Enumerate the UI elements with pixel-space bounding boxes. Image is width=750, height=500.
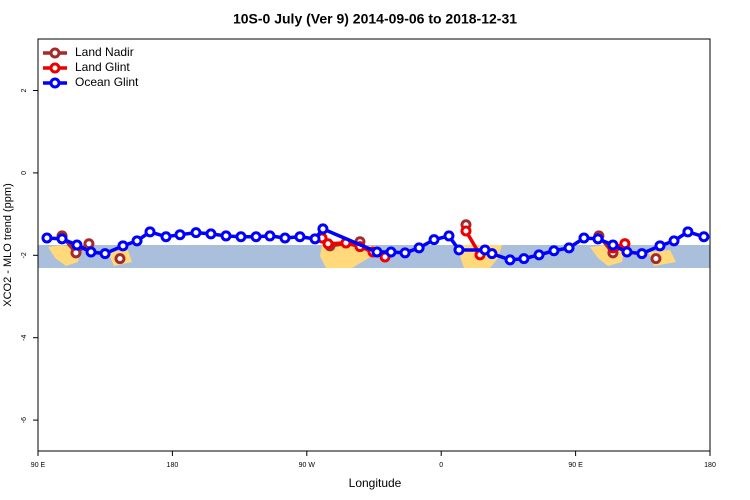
data-point xyxy=(453,244,465,256)
data-point xyxy=(144,226,156,238)
data-point xyxy=(578,232,590,244)
data-point xyxy=(460,225,472,237)
data-point xyxy=(518,253,530,265)
data-point xyxy=(621,246,633,258)
legend-marker xyxy=(49,77,61,89)
legend-label: Land Nadir xyxy=(75,45,134,59)
data-point xyxy=(548,245,560,257)
x-axis-label: Longitude xyxy=(349,476,402,490)
data-point xyxy=(309,233,321,245)
data-point xyxy=(533,249,545,261)
x-tick-label: 0 xyxy=(439,462,443,469)
data-point xyxy=(131,235,143,247)
data-point xyxy=(682,226,694,238)
data-point xyxy=(428,234,440,246)
data-point xyxy=(607,239,619,251)
data-point xyxy=(636,248,648,260)
legend-marker xyxy=(49,62,61,74)
data-point xyxy=(205,228,217,240)
y-tick-label: 2 xyxy=(21,88,28,92)
data-point xyxy=(399,247,411,259)
data-point xyxy=(504,254,516,266)
x-tick-label: 90 E xyxy=(31,462,46,469)
y-tick-label: -6 xyxy=(21,417,28,423)
data-point xyxy=(56,233,68,245)
data-point xyxy=(317,223,329,235)
data-point xyxy=(650,253,662,265)
data-point xyxy=(71,239,83,251)
data-point xyxy=(443,230,455,242)
x-tick-label: 180 xyxy=(167,462,179,469)
data-point xyxy=(279,232,291,244)
data-point xyxy=(117,240,129,252)
y-tick-label: 0 xyxy=(21,171,28,175)
data-point xyxy=(322,238,334,250)
data-point xyxy=(114,253,126,265)
data-point xyxy=(486,248,498,260)
x-tick-label: 90 E xyxy=(568,462,583,469)
chart-title: 10S-0 July (Ver 9) 2014-09-06 to 2018-12… xyxy=(233,11,517,27)
data-point xyxy=(264,230,276,242)
data-point xyxy=(654,240,666,252)
data-point xyxy=(563,242,575,254)
data-point xyxy=(592,233,604,245)
data-point xyxy=(294,231,306,243)
data-point xyxy=(41,232,53,244)
data-point xyxy=(371,246,383,258)
data-point xyxy=(413,242,425,254)
plot-frame xyxy=(37,38,711,452)
y-axis-label: XCO2 - MLO trend (ppm) xyxy=(2,183,14,306)
data-point xyxy=(85,246,97,258)
x-tick-label: 180 xyxy=(704,462,716,469)
data-point xyxy=(235,231,247,243)
data-point xyxy=(190,227,202,239)
data-point xyxy=(174,229,186,241)
data-point xyxy=(160,231,172,243)
y-tick-label: -2 xyxy=(21,252,28,258)
data-point xyxy=(698,231,710,243)
data-point xyxy=(385,246,397,258)
y-tick-label: -4 xyxy=(21,334,28,340)
legend-marker xyxy=(49,47,61,59)
legend-label: Land Glint xyxy=(75,60,130,74)
data-point xyxy=(99,248,111,260)
data-point xyxy=(668,235,680,247)
x-tick-label: 90 W xyxy=(299,462,316,469)
legend-label: Ocean Glint xyxy=(75,75,139,89)
data-point xyxy=(220,230,232,242)
data-point xyxy=(250,231,262,243)
